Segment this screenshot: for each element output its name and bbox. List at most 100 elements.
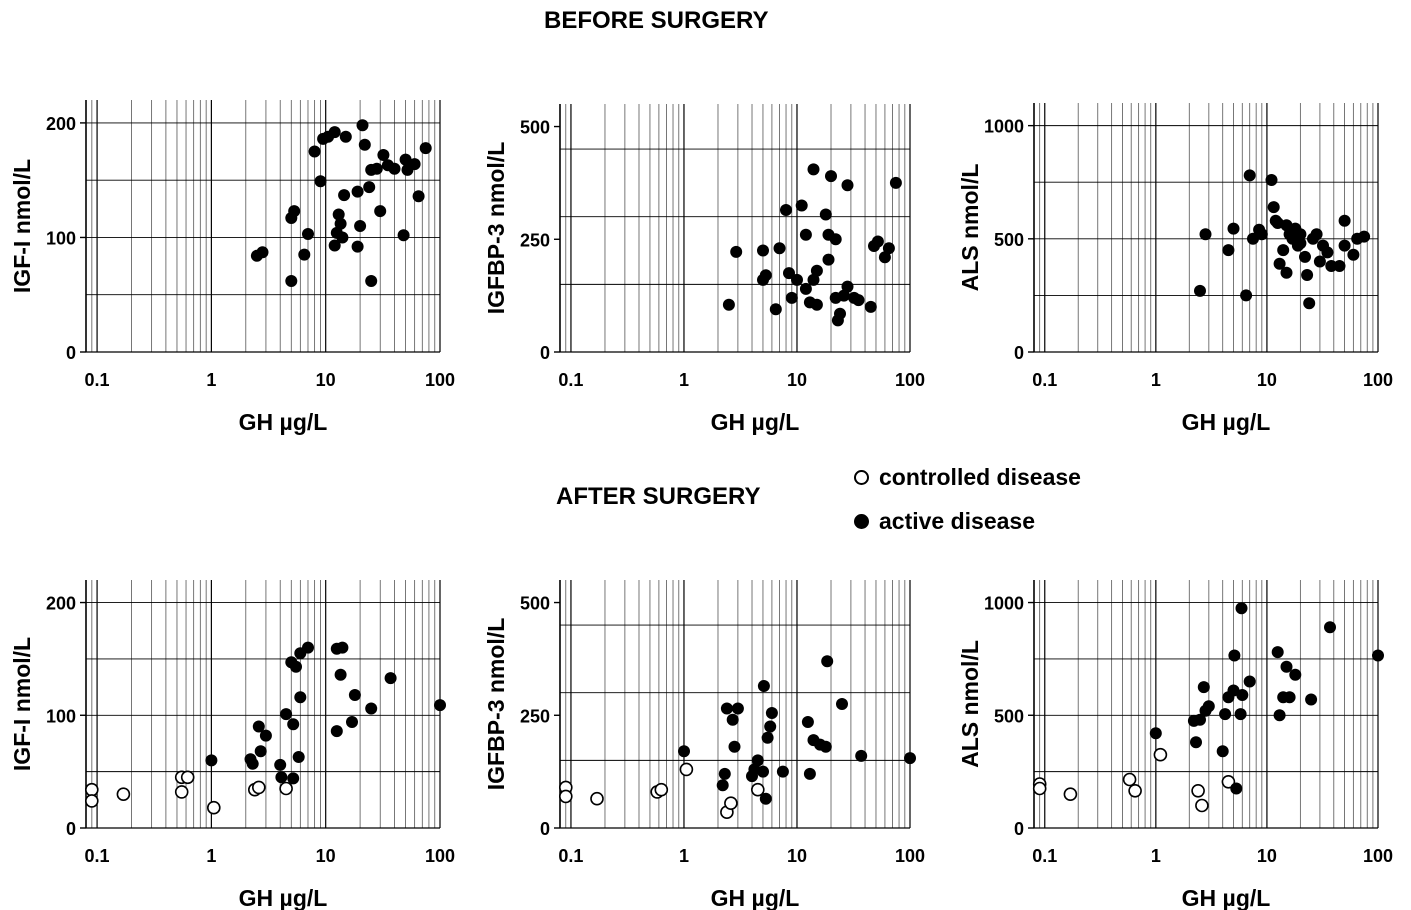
x-tick-label: 100: [425, 846, 455, 866]
active-disease-point: [720, 702, 733, 715]
active-disease-point: [819, 208, 832, 221]
active-disease-point: [274, 758, 287, 771]
x-tick-label: 1: [679, 846, 689, 866]
active-disease-point: [773, 242, 786, 255]
active-disease-point: [377, 149, 390, 161]
y-tick-label: 0: [66, 343, 76, 363]
controlled-disease-point: [724, 796, 738, 811]
chart-after-igf1: 0 100 200 0.1 1 10 100 GH µg/L IGF-I nmol/L: [9, 580, 455, 910]
x-tick-label: 100: [1363, 846, 1393, 866]
active-disease-point: [252, 720, 265, 733]
open-circle-icon: [854, 469, 869, 485]
y-tick-label: 0: [1014, 819, 1024, 839]
active-disease-point: [346, 716, 358, 728]
active-disease-point: [799, 228, 812, 241]
active-disease-point: [726, 713, 739, 726]
active-disease-point: [434, 699, 446, 712]
controlled-disease-point: [251, 780, 266, 795]
x-tick-label: 1: [1151, 370, 1161, 390]
active-disease-point: [795, 199, 808, 212]
x-axis-label: GH µg/L: [1182, 885, 1271, 910]
active-disease-point: [288, 205, 301, 218]
active-disease-point: [290, 660, 302, 673]
active-disease-point: [678, 745, 690, 758]
active-disease-point: [837, 289, 850, 302]
y-tick-label: 0: [540, 819, 550, 839]
active-disease-point: [351, 240, 364, 253]
active-disease-point: [1301, 269, 1314, 281]
active-disease-point: [1197, 681, 1210, 694]
active-disease-point: [356, 119, 369, 132]
active-disease-point: [1338, 214, 1351, 227]
active-disease-point: [354, 220, 367, 232]
controlled-disease-point: [85, 794, 99, 808]
active-disease-point: [334, 668, 347, 681]
active-disease-point: [841, 179, 854, 192]
x-axis-label: GH µg/L: [239, 885, 328, 910]
active-disease-point: [280, 708, 293, 721]
active-disease-point: [731, 702, 744, 715]
legend-label-controlled: controlled disease: [879, 463, 1081, 490]
active-disease-point: [363, 181, 376, 194]
active-disease-point: [205, 754, 218, 767]
active-disease-point: [334, 217, 347, 230]
active-disease-point: [836, 698, 848, 710]
active-disease-point: [1310, 228, 1323, 241]
active-disease-point: [1305, 693, 1318, 706]
active-disease-point: [292, 751, 305, 763]
active-disease-point: [821, 655, 834, 668]
controlled-disease-point: [750, 782, 765, 797]
controlled-disease-point: [116, 787, 131, 802]
active-disease-point: [298, 248, 311, 261]
active-disease-point: [336, 641, 349, 654]
active-disease-point: [332, 208, 345, 221]
active-disease-point: [384, 672, 397, 685]
x-tick-label: 0.1: [558, 846, 583, 866]
active-disease-point: [294, 691, 307, 704]
active-disease-point: [1324, 621, 1336, 634]
active-disease-point: [1194, 713, 1206, 726]
controlled-disease-point: [180, 770, 195, 785]
active-disease-point: [1277, 244, 1290, 257]
active-disease-point: [1321, 246, 1334, 259]
active-disease-point: [328, 126, 341, 139]
controlled-disease-point: [558, 789, 573, 804]
active-disease-point: [783, 267, 795, 280]
y-axis-label: IGF-I nmol/L: [9, 159, 35, 293]
controlled-disease-point: [85, 782, 99, 797]
active-disease-point: [246, 757, 259, 770]
active-disease-point: [1299, 250, 1311, 263]
active-disease-point: [852, 294, 865, 307]
active-disease-point: [1199, 228, 1212, 241]
active-disease-point: [871, 235, 884, 248]
chart-before-igf1: 0 100 200 0.1 1 10 100 GH µg/L IGF-I nmol/L: [9, 100, 455, 435]
x-tick-label: 10: [316, 370, 336, 390]
legend-item-active: active disease: [854, 499, 1081, 543]
active-disease-point: [370, 162, 383, 175]
active-disease-point: [730, 245, 743, 258]
active-disease-point: [1265, 174, 1278, 186]
x-axis-label: GH µg/L: [711, 885, 800, 910]
active-disease-point: [780, 204, 792, 216]
x-tick-label: 100: [425, 370, 455, 390]
active-disease-point: [259, 729, 272, 742]
active-disease-point: [365, 275, 378, 287]
active-disease-point: [328, 239, 341, 252]
active-disease-point: [759, 792, 772, 805]
active-disease-point: [412, 190, 425, 203]
y-tick-label: 500: [994, 230, 1024, 250]
legend-item-controlled: controlled disease: [854, 455, 1081, 499]
active-disease-point: [1194, 284, 1206, 297]
x-axis-label: GH µg/L: [711, 409, 800, 435]
y-tick-label: 500: [520, 594, 550, 614]
active-disease-point: [864, 300, 877, 313]
active-disease-point: [397, 229, 410, 242]
active-disease-point: [374, 205, 387, 218]
active-disease-point: [791, 273, 803, 286]
active-disease-point: [803, 767, 816, 780]
controlled-disease-point: [1032, 781, 1047, 796]
y-axis-label: IGF-I nmol/L: [9, 637, 35, 771]
x-tick-label: 1: [206, 846, 216, 866]
x-tick-label: 0.1: [1032, 370, 1057, 390]
